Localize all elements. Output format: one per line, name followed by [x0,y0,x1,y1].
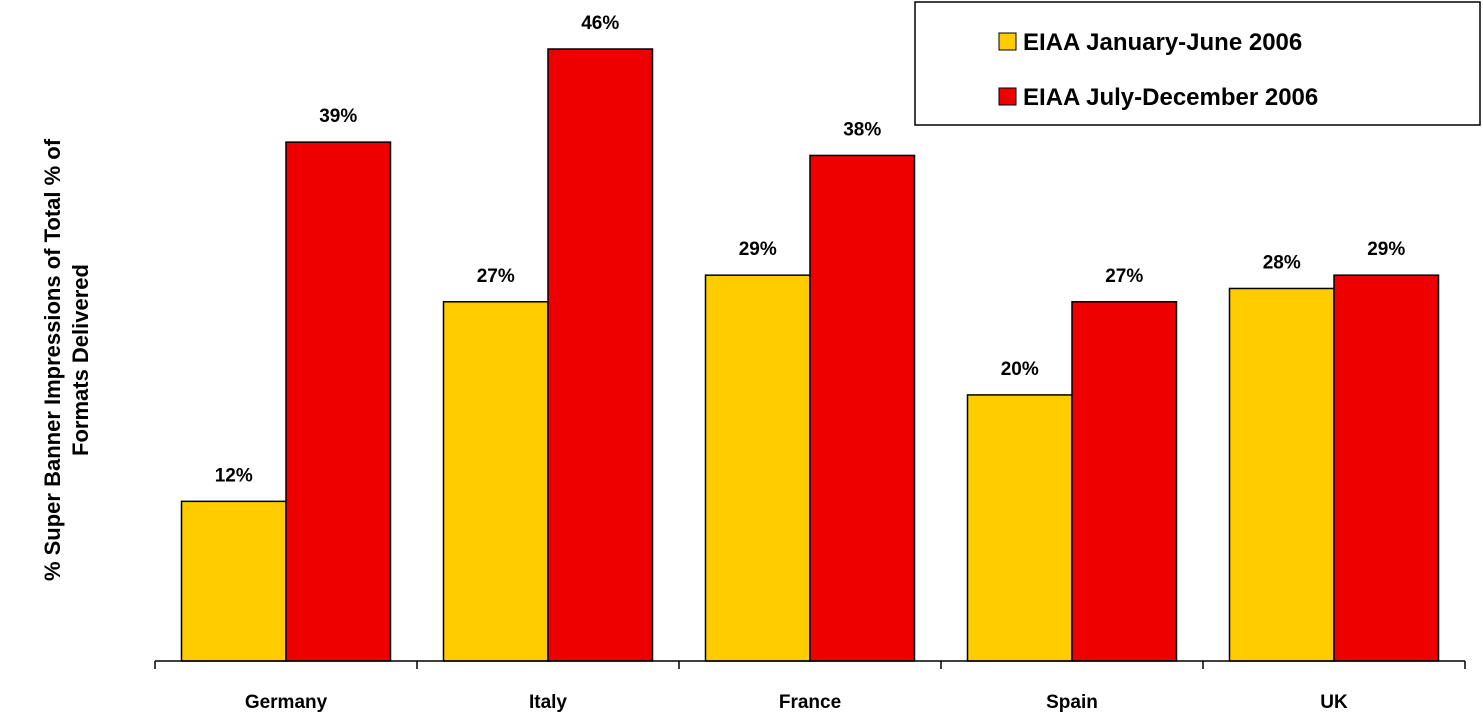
data-label-italy-series-0: 27% [477,266,515,287]
data-label-spain-series-0: 20% [1001,359,1039,380]
bars-group [180,48,1440,662]
legend-swatch-jul-dec [998,87,1017,106]
bar-uk-series-0 [1228,287,1335,662]
bar-germany-series-1 [285,141,392,662]
legend-swatch-jan-jun [998,32,1017,51]
data-label-germany-series-1: 39% [319,106,357,127]
y-axis-title-line-2: Formats Delivered [68,264,93,456]
bar-italy-series-0 [442,301,549,662]
data-labels-group: 12% 39% 27% 46% 29% 38% 20% 27% 28% 29% [215,13,1406,486]
category-label-uk: UK [1320,692,1348,713]
y-axis-title: % Super Banner Impressions of Total % of… [40,138,93,581]
bar-italy-series-1 [547,48,654,662]
bar-germany-series-0 [180,500,287,662]
data-label-germany-series-0: 12% [215,465,253,486]
category-label-germany: Germany [245,692,328,713]
category-label-spain: Spain [1046,692,1098,713]
data-label-spain-series-1: 27% [1105,266,1143,287]
data-label-uk-series-0: 28% [1263,252,1301,273]
x-axis [154,660,1466,669]
legend: EIAA January-June 2006 EIAA July-Decembe… [914,1,1481,126]
bar-spain-series-1 [1071,301,1178,662]
category-labels-group: Germany Italy France Spain UK [245,692,1348,713]
data-label-uk-series-1: 29% [1367,239,1405,260]
data-label-france-series-1: 38% [843,119,881,140]
legend-label-jul-dec: EIAA July-December 2006 [1023,84,1318,111]
category-label-france: France [779,692,841,713]
data-label-italy-series-1: 46% [581,13,619,34]
category-label-italy: Italy [529,692,567,713]
bar-france-series-1 [809,154,916,662]
bar-spain-series-0 [966,394,1073,662]
bar-france-series-0 [704,274,811,662]
data-label-france-series-0: 29% [739,239,777,260]
legend-label-jan-jun: EIAA January-June 2006 [1023,29,1302,56]
bar-uk-series-1 [1333,274,1440,662]
y-axis-title-line-1: % Super Banner Impressions of Total % of [40,138,65,581]
